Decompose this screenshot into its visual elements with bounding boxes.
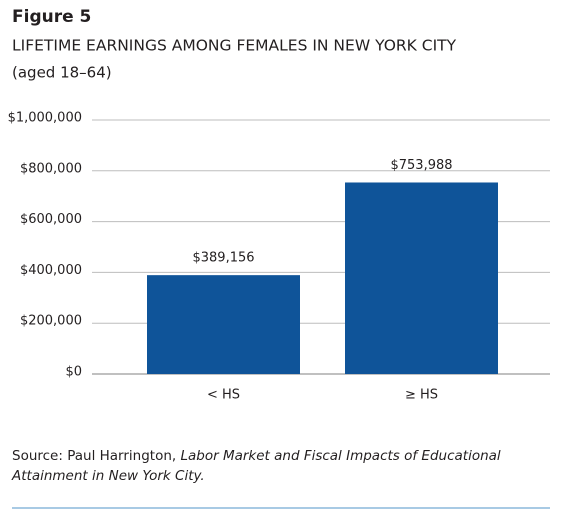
bar (345, 182, 498, 374)
y-tick-label: $1,000,000 (8, 111, 82, 126)
bar (147, 275, 300, 374)
y-tick-label: $800,000 (20, 161, 82, 176)
source-label: Source: Paul Harrington, (12, 448, 177, 464)
y-tick-label: $200,000 (20, 314, 82, 329)
chart-subtitle: (aged 18–64) (12, 64, 112, 82)
x-tick-label: < HS (207, 388, 240, 403)
source-title: Labor Market and Fiscal Impacts of Educa… (12, 448, 501, 484)
x-tick-label: ≥ HS (405, 388, 438, 403)
source: Source: Paul Harrington, Labor Market an… (12, 446, 552, 486)
figure-label: Figure 5 (12, 7, 91, 27)
y-tick-label: $600,000 (20, 212, 82, 227)
value-label: $389,156 (192, 251, 254, 266)
y-tick-label: $0 (65, 365, 82, 380)
y-tick-label: $400,000 (20, 263, 82, 278)
chart-title: LIFETIME EARNINGS AMONG FEMALES IN NEW Y… (12, 37, 457, 55)
value-label: $753,988 (390, 158, 452, 173)
